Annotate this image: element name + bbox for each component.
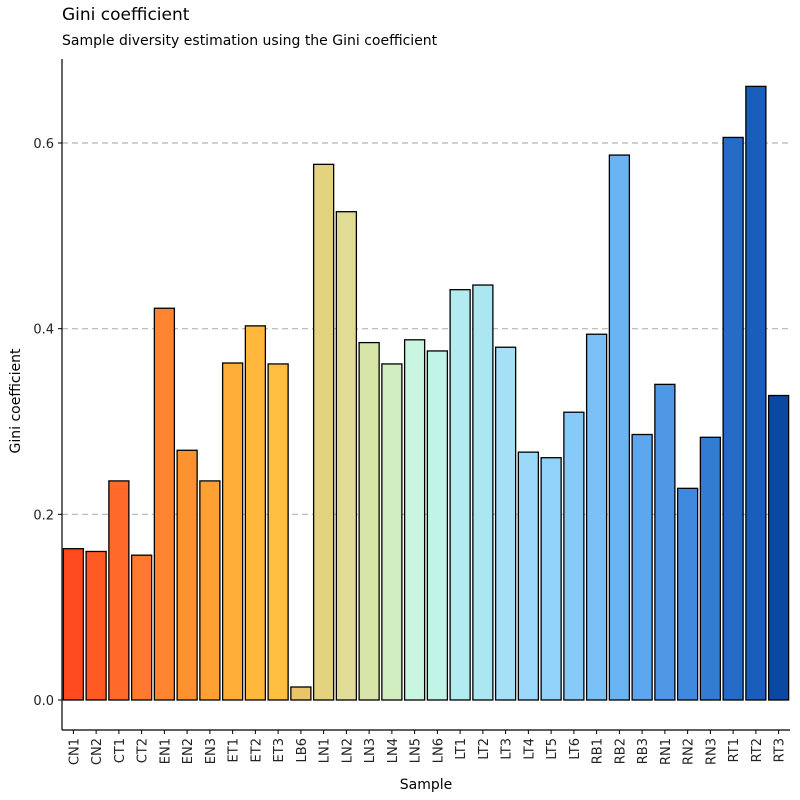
x-tick-label: RN1 xyxy=(659,738,674,765)
x-tick-label: LN1 xyxy=(318,738,333,763)
bars xyxy=(62,85,790,701)
bar-rt2 xyxy=(745,85,767,701)
bar-rb1 xyxy=(585,333,608,701)
bar-lt6 xyxy=(563,411,585,701)
x-tick-label: ET2 xyxy=(249,738,264,762)
bar-et3 xyxy=(267,363,289,701)
bar-cn2 xyxy=(85,550,107,701)
bar-rb3 xyxy=(631,433,653,701)
x-tick-label: RB3 xyxy=(636,738,651,764)
x-tick-label: LT1 xyxy=(454,738,469,760)
bar-ln1 xyxy=(312,163,335,701)
bar-rt3 xyxy=(767,394,790,701)
x-ticks: CN1 CN2 CT1 CT2 EN1 EN2 EN3 ET1 ET2 ET3 LB6 LN1 LN2 L… xyxy=(67,730,788,765)
x-tick-label: LN3 xyxy=(363,738,378,763)
bar-ln5 xyxy=(403,339,426,701)
bar-rn1 xyxy=(654,383,676,701)
chart-title: Gini coefficient xyxy=(62,5,190,25)
bar-lt3 xyxy=(494,346,517,701)
x-tick-label: LB6 xyxy=(295,738,310,762)
x-tick-label: CT1 xyxy=(113,738,128,763)
x-tick-label: LN6 xyxy=(431,738,446,763)
bar-lt4 xyxy=(517,451,540,701)
bar-rb2 xyxy=(608,154,631,701)
bar-ln2 xyxy=(335,211,358,701)
bar-rt1 xyxy=(722,136,744,701)
x-tick-label: CN2 xyxy=(90,738,105,765)
x-tick-label: LT6 xyxy=(568,738,583,760)
bar-lt5 xyxy=(540,457,562,701)
y-ticks: 0.0 0.2 0.4 0.6 xyxy=(33,137,62,709)
bar-ln4 xyxy=(381,363,403,701)
x-axis-title: Sample xyxy=(400,777,453,793)
bar-ct1 xyxy=(108,480,130,701)
x-tick-label: ET1 xyxy=(227,738,242,762)
x-tick-label: LN4 xyxy=(386,738,401,763)
bar-et1 xyxy=(221,362,244,701)
bar-cn1 xyxy=(62,548,85,701)
x-tick-label: RN2 xyxy=(682,738,697,765)
bar-lt1 xyxy=(449,289,471,701)
x-tick-label: RB1 xyxy=(591,738,606,764)
bar-rn3 xyxy=(699,436,722,701)
bar-ct2 xyxy=(130,554,153,701)
x-tick-label: CN1 xyxy=(67,738,82,765)
x-tick-label: LT3 xyxy=(500,738,515,760)
y-tick-label: 0.0 xyxy=(33,694,54,709)
bar-ln3 xyxy=(358,341,380,701)
x-tick-label: LN5 xyxy=(409,738,424,763)
bar-rn2 xyxy=(676,487,699,701)
x-tick-label: EN1 xyxy=(158,738,173,764)
y-tick-label: 0.4 xyxy=(33,323,54,338)
x-tick-label: RT3 xyxy=(773,738,788,762)
x-tick-label: LT5 xyxy=(545,738,560,760)
x-tick-label: LT4 xyxy=(522,738,537,760)
y-axis-title: Gini coefficient xyxy=(8,348,24,453)
x-tick-label: LT2 xyxy=(477,738,492,760)
bar-lb6 xyxy=(290,686,312,701)
bar-lt2 xyxy=(472,284,494,701)
x-tick-label: RT2 xyxy=(750,738,765,762)
x-tick-label: RB2 xyxy=(613,738,628,764)
x-tick-label: RN3 xyxy=(704,738,719,765)
bar-en1 xyxy=(153,307,176,701)
y-tick-label: 0.2 xyxy=(33,508,54,523)
x-tick-label: LN2 xyxy=(340,738,355,763)
bar-en2 xyxy=(176,449,198,701)
x-tick-label: EN3 xyxy=(204,738,219,764)
bar-en3 xyxy=(199,480,221,701)
chart-subtitle: Sample diversity estimation using the Gi… xyxy=(62,33,438,49)
bar-ln6 xyxy=(426,350,449,701)
y-tick-label: 0.6 xyxy=(33,137,54,152)
x-tick-label: EN2 xyxy=(181,738,196,764)
bar-et2 xyxy=(244,325,267,701)
x-tick-label: ET3 xyxy=(272,738,287,762)
x-tick-label: RT1 xyxy=(727,738,742,762)
x-tick-label: CT2 xyxy=(136,738,151,763)
